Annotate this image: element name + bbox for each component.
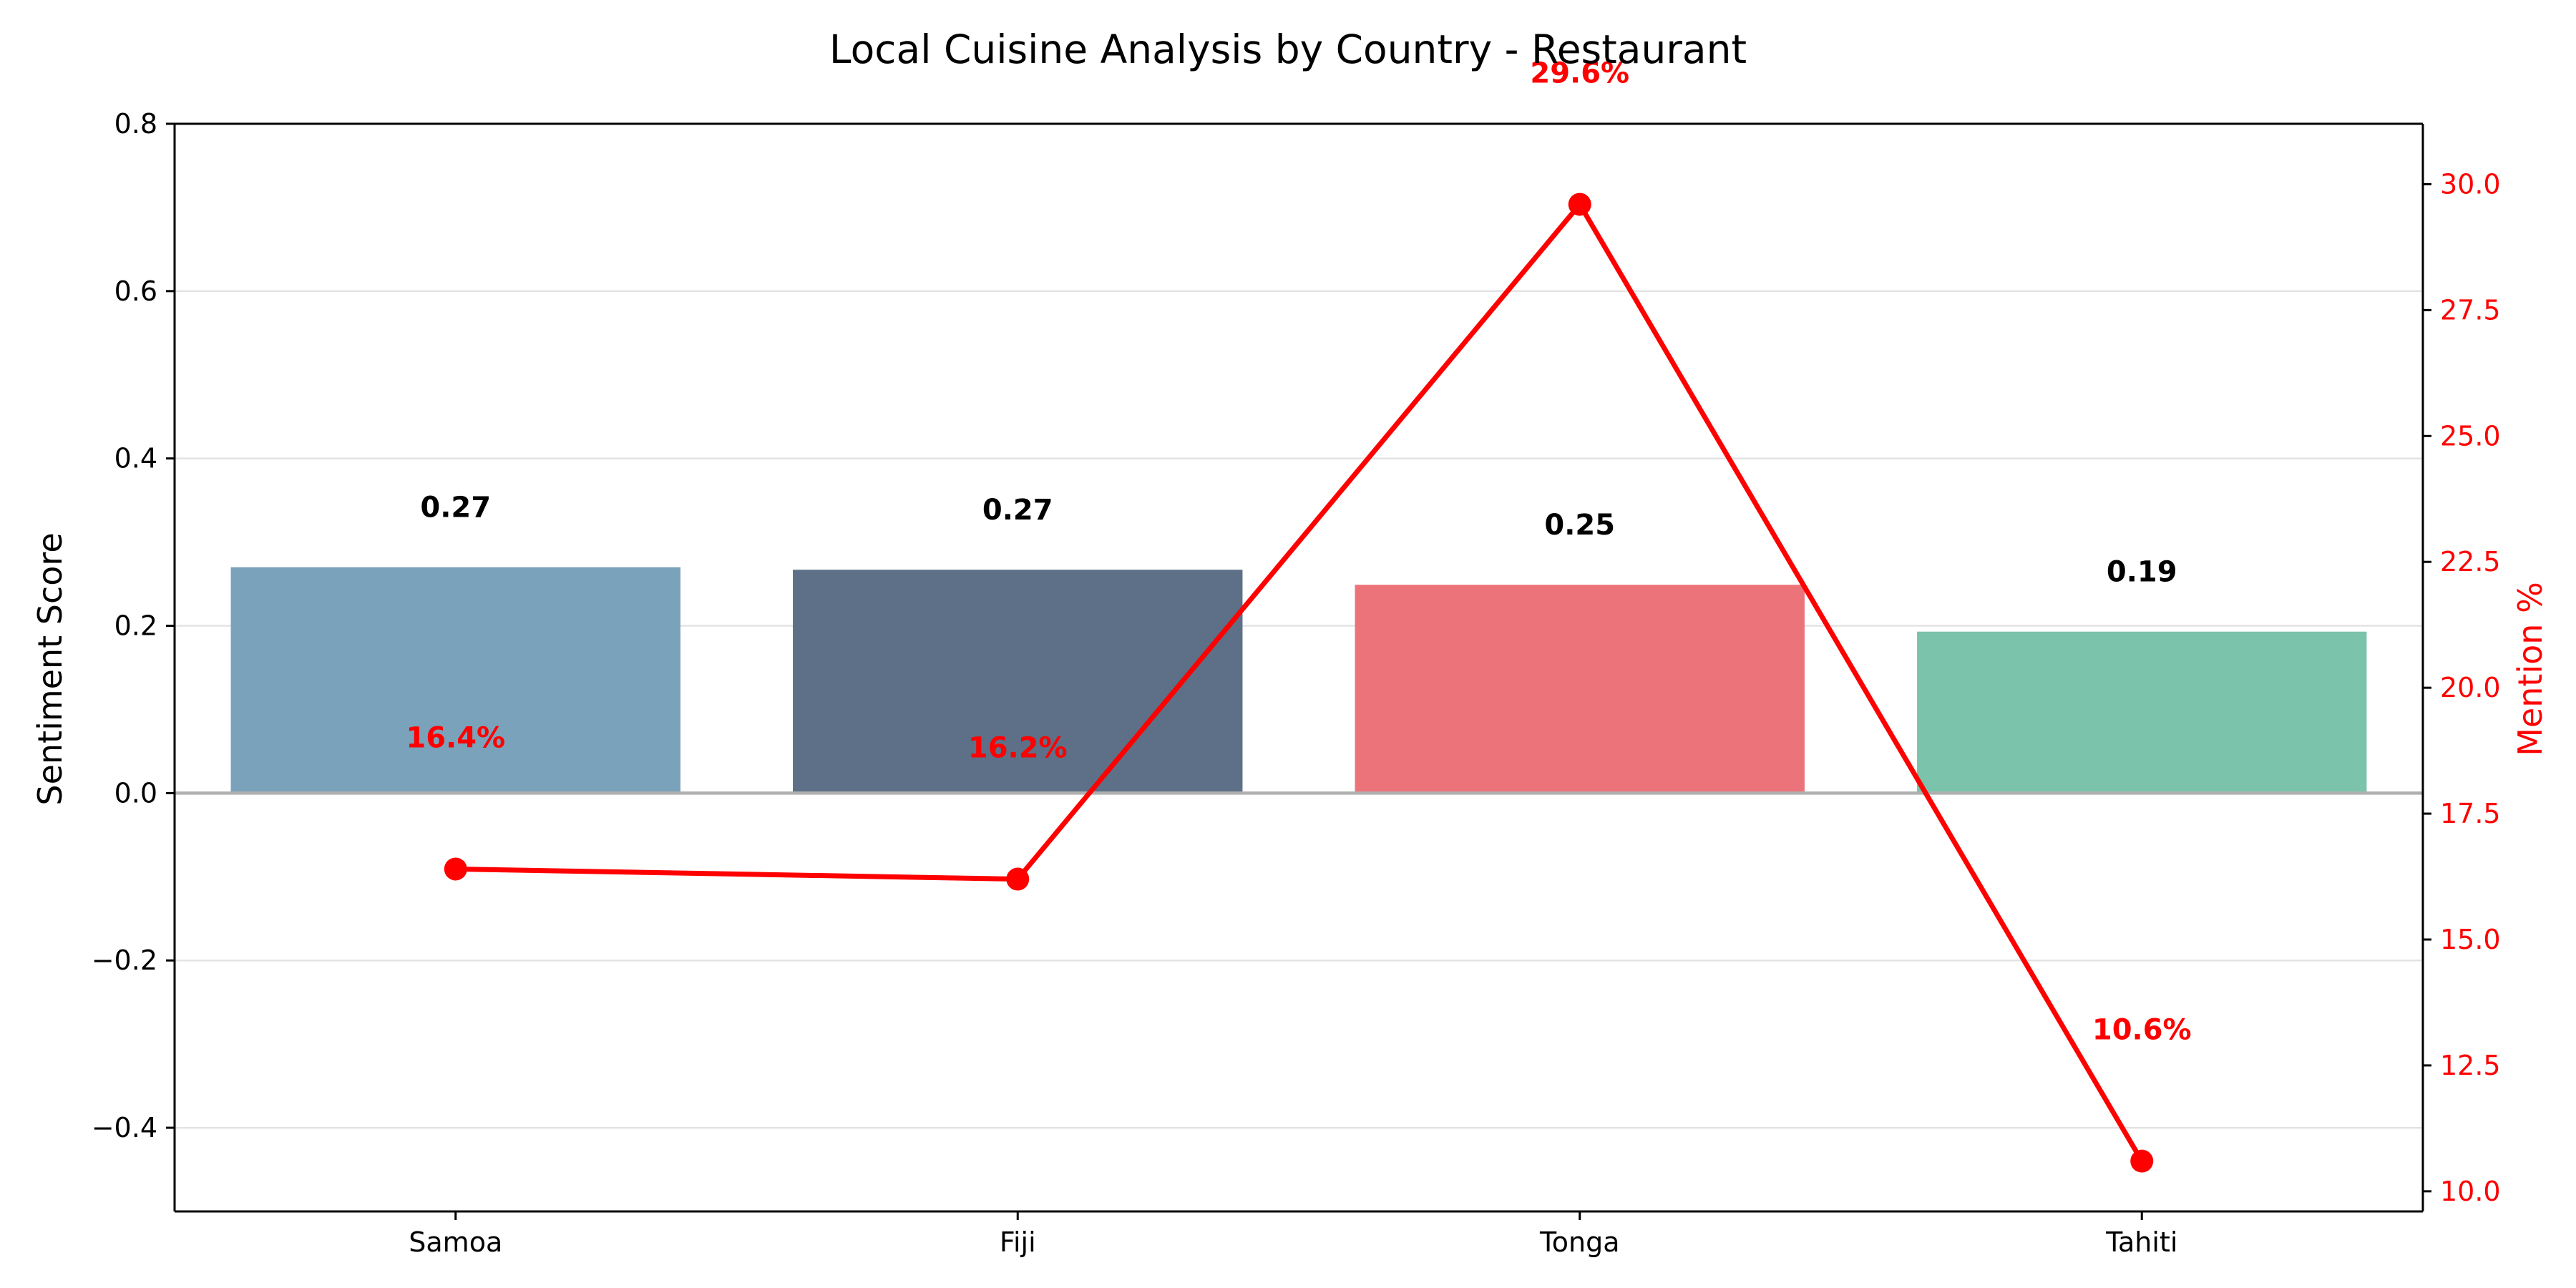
- y-tick-label-left: 0.4: [114, 443, 157, 474]
- x-tick-label: Fiji: [1000, 1226, 1036, 1258]
- y-tick-label-right: 20.0: [2440, 672, 2501, 703]
- y-tick-label-right: 27.5: [2440, 294, 2501, 326]
- bar-value-label: 0.19: [2107, 556, 2177, 589]
- x-tick-label: Samoa: [409, 1226, 502, 1258]
- mention-line: [444, 192, 2154, 1173]
- y-tick-label-right: 15.0: [2440, 924, 2501, 955]
- bars: [230, 567, 2367, 794]
- chart-title: Local Cuisine Analysis by Country - Rest…: [829, 26, 1747, 72]
- plot-frame: [173, 122, 2424, 1213]
- mention-value-label: 16.2%: [968, 732, 1068, 765]
- mention-point: [2130, 1149, 2154, 1173]
- mention-point: [444, 857, 467, 881]
- y-tick-label-left: 0.0: [114, 777, 157, 809]
- x-tick-label: Tahiti: [2105, 1226, 2177, 1258]
- y-tick-label-right: 30.0: [2440, 168, 2501, 200]
- x-tick-label: Tonga: [1539, 1226, 1620, 1258]
- mention-line-path: [455, 202, 2145, 1163]
- mention-value-label: 16.4%: [406, 721, 505, 754]
- y-tick-label-right: 17.5: [2440, 798, 2501, 829]
- y-tick-label-left: −0.4: [92, 1112, 157, 1143]
- bar: [793, 570, 1243, 794]
- y-tick-label-left: 0.2: [114, 610, 157, 642]
- bar-value-label: 0.27: [420, 492, 491, 525]
- bar: [1917, 631, 2367, 794]
- bar-value-label: 0.27: [982, 494, 1053, 527]
- data-labels: 0.27 0.27 0.25 0.19 16.4% 16.2% 29.6% 10.6%: [406, 57, 2191, 1047]
- y-tick-label-left: 0.6: [114, 275, 157, 307]
- bar: [230, 567, 680, 794]
- mention-value-label: 29.6%: [1530, 57, 1629, 90]
- bar: [1355, 585, 1805, 794]
- axes: −0.4 −0.2 0.0 0.2 0.4 0.6 0.8 10.0 12.5 15.0 17.5 2…: [92, 108, 2501, 1258]
- mention-point: [1568, 192, 1591, 216]
- y-axis-label-right: Mention %: [2511, 582, 2550, 756]
- y-tick-label-right: 12.5: [2440, 1050, 2501, 1081]
- y-tick-label-left: 0.8: [114, 108, 157, 140]
- y-axis-label-left: Sentiment Score: [31, 532, 69, 805]
- y-tick-label-right: 25.0: [2440, 420, 2501, 452]
- bar-value-label: 0.25: [1544, 509, 1615, 542]
- mention-point: [1006, 867, 1030, 891]
- mention-value-label: 10.6%: [2092, 1014, 2192, 1047]
- y-tick-label-left: −0.2: [92, 945, 157, 976]
- y-tick-label-right: 22.5: [2440, 546, 2501, 577]
- y-tick-label-right: 10.0: [2440, 1176, 2501, 1207]
